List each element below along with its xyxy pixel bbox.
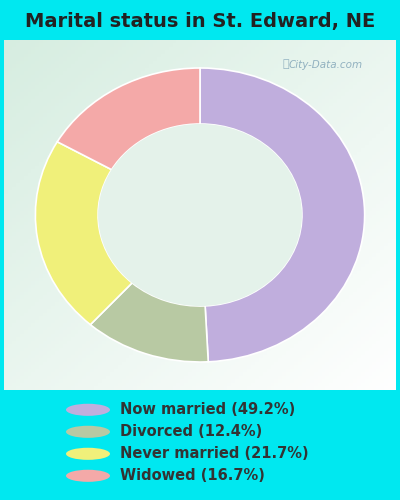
Text: City-Data.com: City-Data.com xyxy=(288,60,362,70)
Circle shape xyxy=(98,124,302,306)
Wedge shape xyxy=(90,283,208,362)
Wedge shape xyxy=(57,68,200,170)
Text: ⓘ: ⓘ xyxy=(283,60,290,70)
Wedge shape xyxy=(200,68,365,362)
Wedge shape xyxy=(35,142,132,324)
Circle shape xyxy=(66,426,110,438)
Text: Divorced (12.4%): Divorced (12.4%) xyxy=(120,424,262,440)
Circle shape xyxy=(66,448,110,460)
Text: Now married (49.2%): Now married (49.2%) xyxy=(120,402,295,417)
Text: Marital status in St. Edward, NE: Marital status in St. Edward, NE xyxy=(25,12,375,32)
Text: Never married (21.7%): Never married (21.7%) xyxy=(120,446,309,462)
Circle shape xyxy=(66,470,110,482)
Circle shape xyxy=(66,404,110,416)
Text: Widowed (16.7%): Widowed (16.7%) xyxy=(120,468,265,483)
